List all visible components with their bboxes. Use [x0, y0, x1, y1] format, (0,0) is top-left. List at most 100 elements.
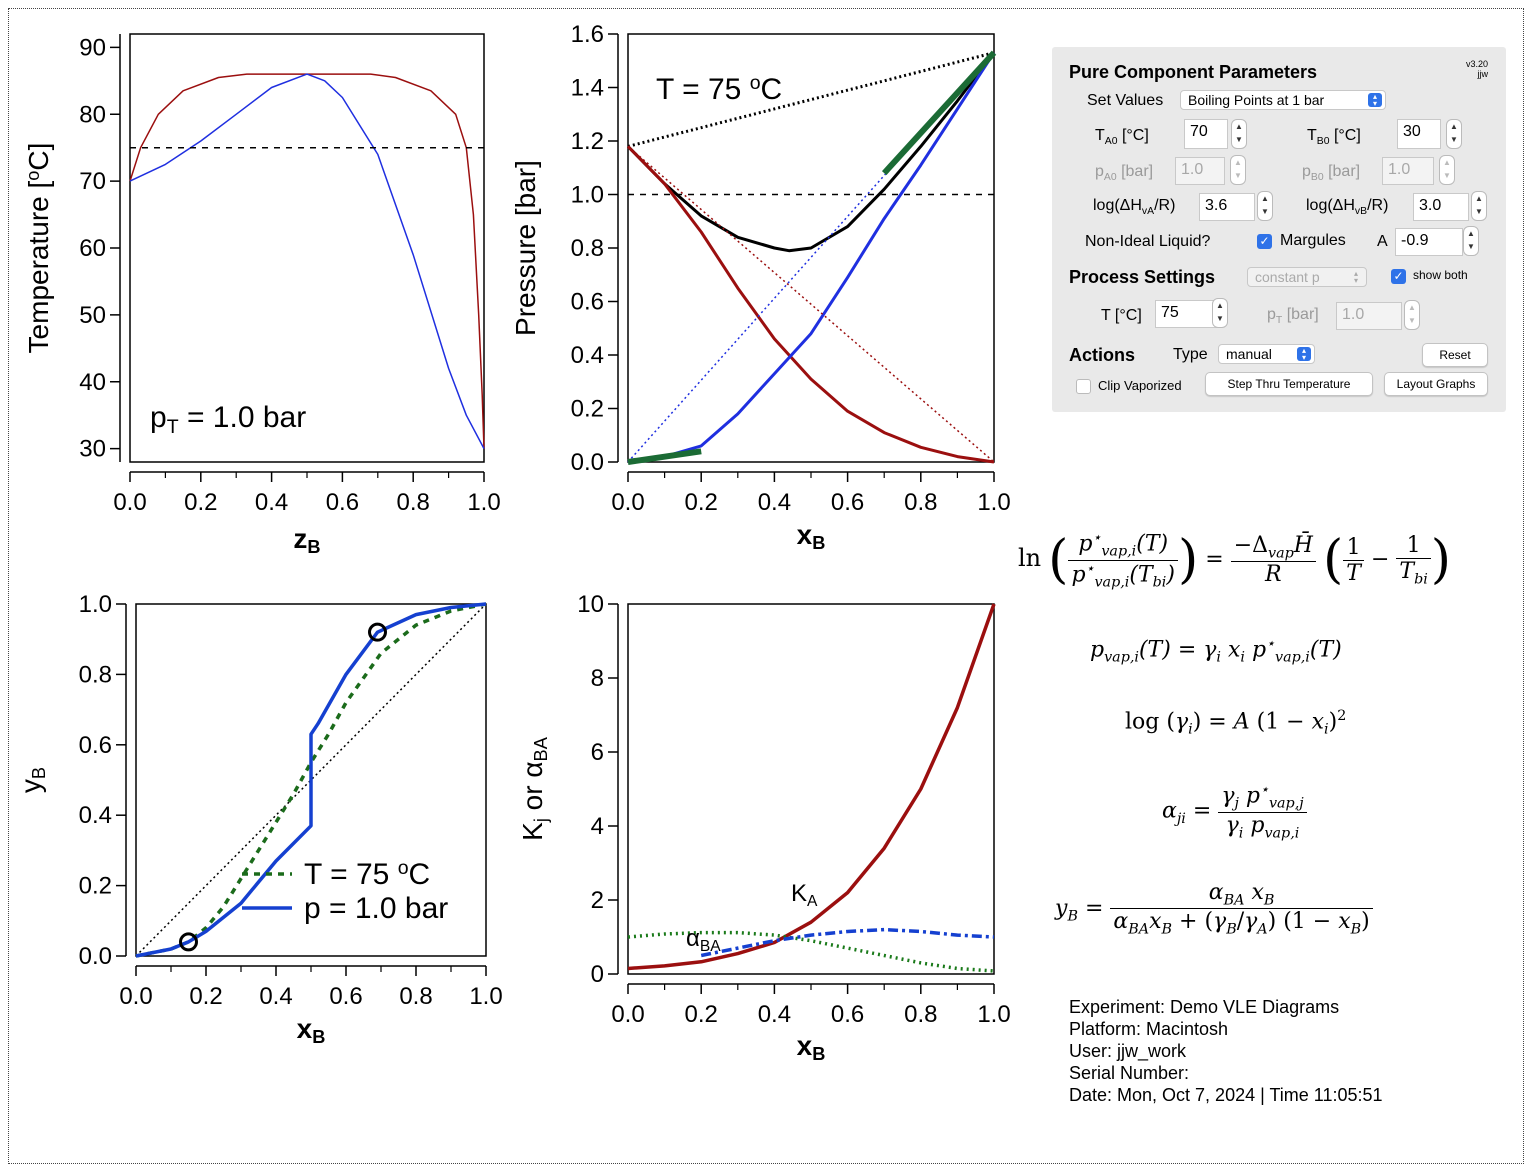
info-serial: Serial Number:: [1069, 1063, 1190, 1083]
chart-annotation: T = 75 oC: [656, 72, 782, 106]
layout-graphs-button[interactable]: Layout Graphs: [1384, 372, 1488, 396]
step-thru-temperature-button[interactable]: Step Thru Temperature: [1205, 372, 1373, 396]
a-label: A: [1377, 233, 1388, 250]
y-tick-label: 0.6: [571, 289, 604, 316]
x-tick-label: 0.8: [399, 983, 432, 1010]
plot-area: [627, 33, 995, 463]
x-tick-label: 0.6: [329, 983, 362, 1010]
type-label: Type: [1173, 346, 1208, 363]
x-axis-label: zB: [293, 523, 320, 557]
process-mode-select[interactable]: constant p ▴ ▾: [1247, 267, 1367, 287]
show-both-label: show both: [1413, 268, 1468, 282]
dha-input[interactable]: 3.6: [1199, 193, 1255, 221]
dha-stepper[interactable]: ▲ ▼: [1257, 191, 1273, 221]
series-line: [129, 73, 485, 449]
pt-input[interactable]: 1.0: [1336, 302, 1402, 330]
version-label: v3.20 jjw: [1466, 59, 1489, 79]
process-settings-title: Process Settings: [1069, 267, 1216, 287]
series-line: [700, 927, 995, 958]
x-tick-label: 0.0: [611, 1001, 644, 1028]
reset-button[interactable]: Reset: [1422, 343, 1488, 367]
chart-2: 0.0 0.2 0.4 0.6 0.8 1.0 0.0 0.2 0.4 0.6 0.8 1.0 1.2 1…: [510, 21, 1011, 553]
y-tick-label: 30: [79, 436, 106, 463]
y-axis-label: Kj or αBA: [517, 736, 551, 841]
y-tick-label: 0: [591, 961, 604, 988]
info-experiment: Experiment: Demo VLE Diagrams: [1069, 997, 1340, 1017]
x-tick-label: 0.2: [685, 1001, 718, 1028]
tb0-stepper[interactable]: ▲ ▼: [1446, 119, 1462, 149]
x-tick-label: 1.0: [977, 1001, 1010, 1028]
pa0-stepper[interactable]: ▲ ▼: [1230, 155, 1246, 185]
y-tick-label: 0.6: [79, 732, 112, 759]
chart-1: 0.0 0.2 0.4 0.6 0.8 1.0 30 40 50 60 70 80 90 zB Temper…: [23, 33, 501, 557]
pa0-label: pA0 [bar]: [1095, 163, 1154, 184]
y-tick-label: 1.6: [571, 21, 604, 48]
tb0-input[interactable]: 30: [1397, 119, 1441, 149]
info-date: Date: Mon, Oct 7, 2024 | Time 11:05:51: [1069, 1085, 1383, 1105]
chart-annotation: pT = 1.0 bar: [150, 401, 306, 438]
legend-label: T = 75 oC: [304, 857, 430, 891]
tb0-label: TB0 [°C]: [1307, 127, 1361, 148]
x-tick-label: 0.6: [831, 489, 864, 516]
data-point: [368, 622, 387, 642]
pt-label: pT [bar]: [1267, 306, 1319, 327]
series-line: [626, 145, 995, 464]
equation-yb: yB = αBA xB αBAxB + (γB/γA) (1 − xB): [1055, 880, 1373, 938]
dhb-input[interactable]: 3.0: [1413, 193, 1469, 221]
type-select[interactable]: manual ▴ ▾: [1218, 344, 1315, 364]
dhb-label: log(ΔHvB/R): [1306, 197, 1389, 218]
show-both-checkbox[interactable]: ✓: [1391, 269, 1406, 284]
equation-relative-volatility: αji = γj p⋆vap,j γi pvap,i: [1162, 782, 1307, 841]
t-stepper[interactable]: ▲ ▼: [1212, 298, 1228, 328]
y-tick-label: 0.2: [571, 396, 604, 423]
y-axis-label: Pressure [bar]: [510, 160, 541, 336]
pure-params-title: Pure Component Parameters: [1069, 62, 1318, 82]
pb0-stepper[interactable]: ▲ ▼: [1439, 155, 1455, 185]
pt-stepper[interactable]: ▲ ▼: [1404, 300, 1420, 330]
x-tick-label: 0.8: [904, 489, 937, 516]
x-tick-label: 0.2: [184, 489, 217, 516]
x-tick-label: 1.0: [977, 489, 1010, 516]
x-tick-label: 0.2: [685, 489, 718, 516]
dhb-stepper[interactable]: ▲ ▼: [1471, 191, 1487, 221]
margules-label: Margules: [1280, 232, 1346, 249]
t-input[interactable]: 75: [1155, 300, 1217, 328]
y-tick-label: 0.8: [571, 235, 604, 262]
chart-3: 0.0 0.2 0.4 0.6 0.8 1.0 0.0 0.2 0.4 0.6 0.8 1.0 xB yB…: [15, 591, 503, 1047]
x-tick-label: 0.0: [119, 983, 152, 1010]
pb0-label: pB0 [bar]: [1302, 163, 1361, 184]
series-line: [135, 602, 487, 958]
equation-clausius-clapeyron: ln (p⋆vap,i(T) p⋆vap,i(Tbi)) = −ΔvapH̄ R (…: [1018, 530, 1452, 591]
y-axis-label: yB: [15, 767, 49, 793]
pa0-input[interactable]: 1.0: [1175, 157, 1225, 185]
x-tick-label: 0.4: [255, 489, 288, 516]
y-tick-label: 0.8: [79, 661, 112, 688]
control-panel: v3.20 jjw Pure Component Parameters Set V…: [1052, 47, 1506, 412]
margules-checkbox[interactable]: ✓: [1257, 234, 1272, 249]
chevron-updown-icon: ▴ ▾: [1353, 269, 1358, 285]
y-tick-label: 1.0: [79, 591, 112, 618]
x-tick-label: 0.4: [758, 489, 791, 516]
series-line: [627, 52, 995, 463]
y-tick-label: 0.4: [79, 802, 112, 829]
x-tick-label: 0.8: [397, 489, 430, 516]
y-tick-label: 8: [591, 665, 604, 692]
y-tick-label: 6: [591, 739, 604, 766]
ta0-input[interactable]: 70: [1184, 119, 1228, 149]
x-axis-label: xB: [297, 1013, 326, 1047]
curve-label: αBA: [686, 925, 721, 955]
x-tick-label: 0.8: [904, 1001, 937, 1028]
y-tick-label: 0.0: [571, 449, 604, 476]
x-tick-label: 0.0: [113, 489, 146, 516]
set-values-select[interactable]: Boiling Points at 1 bar ▴ ▾: [1180, 90, 1386, 110]
ta0-stepper[interactable]: ▲ ▼: [1231, 119, 1247, 149]
y-tick-label: 0.4: [571, 342, 604, 369]
a-input[interactable]: -0.9: [1395, 228, 1463, 256]
nonideal-label: Non-Ideal Liquid?: [1085, 233, 1211, 250]
set-values-selected: Boiling Points at 1 bar: [1188, 92, 1325, 108]
pb0-input[interactable]: 1.0: [1382, 157, 1434, 185]
y-tick-label: 1.4: [571, 75, 604, 102]
clip-vaporized-checkbox[interactable]: [1076, 379, 1091, 394]
a-stepper[interactable]: ▲ ▼: [1463, 226, 1479, 256]
series-line: [627, 51, 996, 464]
